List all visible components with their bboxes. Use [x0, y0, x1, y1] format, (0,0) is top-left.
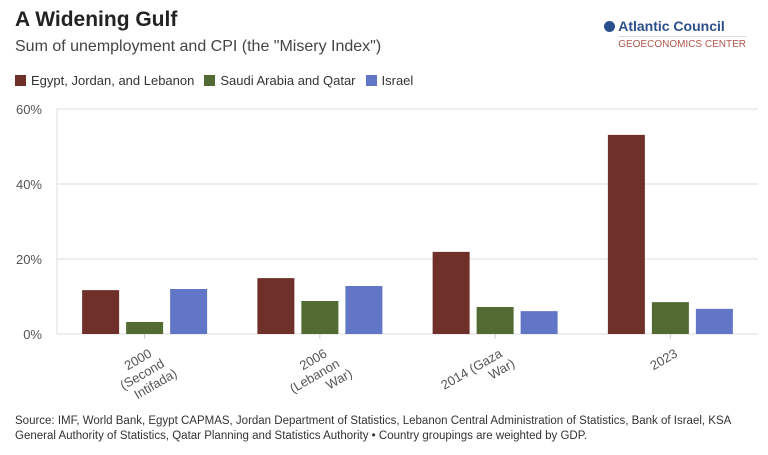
legend-item: Saudi Arabia and Qatar	[204, 73, 356, 88]
legend-item: Israel	[365, 73, 414, 88]
y-tick-label: 20%	[16, 252, 42, 267]
bar-2-1	[345, 286, 383, 334]
bar-1-3	[651, 302, 689, 334]
chart-title: A Widening Gulf	[15, 8, 178, 31]
logo-name: Atlantic Council	[618, 18, 725, 34]
x-tick-label: 2000(SecondIntifada)	[110, 340, 180, 406]
x-tick-label: 2014 (GazaWar)	[438, 343, 517, 406]
y-tick-label: 0%	[23, 327, 42, 342]
bar-1-2	[476, 307, 514, 334]
bar-0-3	[607, 134, 645, 334]
bar-0-2	[432, 251, 470, 334]
chart-subtitle: Sum of unemployment and CPI (the "Misery…	[15, 38, 382, 55]
legend-label: Saudi Arabia and Qatar	[220, 73, 356, 88]
x-tick-label: 2006(LebanonWar)	[279, 340, 354, 409]
bar-2-2	[520, 311, 558, 334]
legend-item: Egypt, Jordan, and Lebanon	[15, 73, 194, 88]
legend-label: Egypt, Jordan, and Lebanon	[31, 73, 195, 88]
bar-1-1	[301, 301, 339, 334]
legend-swatch	[15, 75, 26, 86]
bar-2-0	[170, 289, 208, 334]
source-note: Source: IMF, World Bank, Egypt CAPMAS, J…	[15, 415, 731, 442]
globe-icon	[604, 20, 616, 32]
atlantic-council-logo: Atlantic Council GEOECONOMICS CENTER	[604, 18, 746, 50]
bar-0-0	[82, 290, 120, 334]
y-tick-label: 40%	[16, 177, 42, 192]
bar-chart: 0% 20% 40% 60% 2000(SecondIntifada) 2006(Leba…	[16, 102, 758, 409]
legend-swatch	[365, 75, 377, 86]
bar-2-3	[695, 308, 733, 334]
legend-label: Israel	[381, 73, 414, 88]
legend-swatch	[204, 75, 216, 86]
x-tick-label: 2023	[647, 346, 680, 373]
y-tick-label: 60%	[16, 102, 42, 117]
logo-sub: GEOECONOMICS CENTER	[618, 36, 746, 50]
bar-1-0	[126, 322, 164, 334]
legend: Egypt, Jordan, and Lebanon Saudi Arabia a…	[15, 73, 413, 88]
bar-0-1	[257, 278, 295, 334]
